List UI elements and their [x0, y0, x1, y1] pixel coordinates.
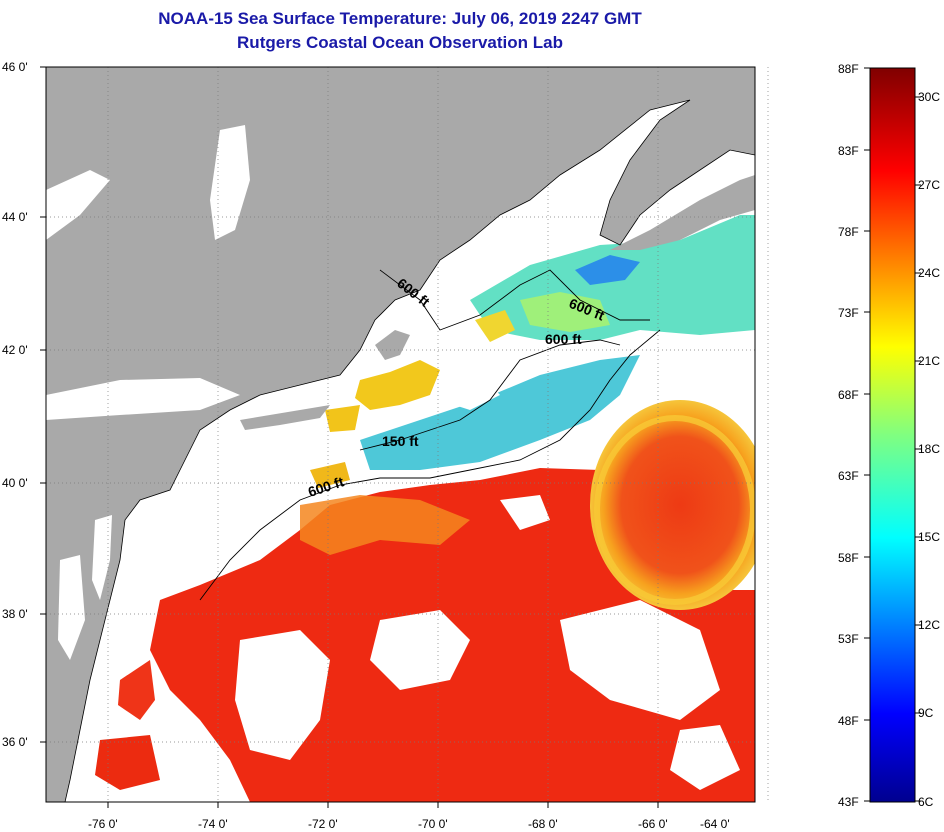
warm-shelf-water: [355, 360, 440, 410]
shelf-slope-filament: [300, 495, 470, 555]
eddy-ring: [594, 415, 755, 605]
southern-shelf-water: [118, 660, 155, 720]
lat-label: 46 0': [2, 60, 28, 74]
colorbar-c-label: 12C: [918, 618, 941, 632]
long-island: [240, 405, 330, 430]
lon-label: -74 0': [198, 817, 228, 831]
lon-label: -72 0': [308, 817, 338, 831]
colorbar-c-label: 15C: [918, 530, 941, 544]
colorbar-f-label: 63F: [838, 469, 859, 483]
colorbar-c-label: 21C: [918, 354, 941, 368]
cloud-patch: [370, 610, 470, 690]
colorbar-c-label: 9C: [918, 706, 934, 720]
cold-shelf-water: [360, 355, 640, 470]
land: [46, 67, 755, 802]
cold-upwelling: [575, 255, 640, 285]
coastline: [64, 99, 755, 802]
warm-shelf-water: [475, 310, 515, 342]
graticule: [46, 67, 769, 802]
isobath-600ft: [199, 329, 661, 601]
isobath-label: 600 ft: [545, 331, 582, 347]
colorbar-f-label: 73F: [838, 306, 859, 320]
colorbar: [869, 67, 916, 803]
lat-label: 36 0': [2, 735, 28, 749]
cloud-over-land: [210, 125, 250, 240]
lat-label: 44 0': [2, 210, 28, 224]
colorbar-f-label: 78F: [838, 225, 859, 239]
chesapeake-bay: [58, 555, 85, 660]
nova-scotia: [610, 175, 755, 250]
axis-ticks: [40, 66, 659, 808]
lon-label: -76 0': [88, 817, 118, 831]
warm-core-eddy: [590, 400, 755, 610]
cloud-patch: [440, 372, 500, 410]
isobath-gulf-of-maine: [379, 269, 650, 331]
colorbar-f-label: 43F: [838, 795, 859, 809]
cloud-patch: [235, 630, 330, 760]
cloud-patch: [500, 495, 550, 530]
colorbar-f-label: 88F: [838, 62, 859, 76]
colorbar-f-label: 58F: [838, 551, 859, 565]
georges-bank-water: [520, 292, 610, 332]
colorbar-c-label: 18C: [918, 442, 941, 456]
isobath-150ft: [359, 339, 621, 451]
colorbar-c-label: 24C: [918, 266, 941, 280]
isobath-label: 150 ft: [382, 433, 419, 449]
colorbar-ticks: [864, 67, 921, 802]
cape-cod: [375, 330, 410, 360]
lat-label: 40 0': [2, 476, 28, 490]
lat-label: 38 0': [2, 607, 28, 621]
colorbar-f-label: 48F: [838, 714, 859, 728]
cloud-over-land: [46, 170, 110, 240]
cape-hatteras-water: [95, 735, 160, 790]
colorbar-c-label: 30C: [918, 90, 941, 104]
cloud-patch: [560, 600, 720, 720]
warm-shelf-water: [310, 462, 350, 488]
colorbar-c-label: 27C: [918, 178, 941, 192]
lon-label: -70 0': [418, 817, 448, 831]
colorbar-f-label: 68F: [838, 388, 859, 402]
lon-label: -68 0': [528, 817, 558, 831]
warm-shelf-water: [325, 405, 360, 432]
cloud-patch: [670, 725, 740, 790]
lat-label: 42 0': [2, 343, 28, 357]
colorbar-f-label: 53F: [838, 632, 859, 646]
colorbar-c-label: 6C: [918, 795, 934, 809]
colorbar-f-label: 83F: [838, 144, 859, 158]
lon-label: -64 0': [700, 817, 730, 831]
map-subtitle: Rutgers Coastal Ocean Observation Lab: [237, 33, 563, 52]
lon-label: -66 0': [638, 817, 668, 831]
map-frame: [45, 66, 756, 803]
map-title: NOAA-15 Sea Surface Temperature: July 06…: [158, 9, 642, 28]
delmarva-bay: [92, 515, 112, 600]
cloud-over-land: [46, 378, 240, 420]
